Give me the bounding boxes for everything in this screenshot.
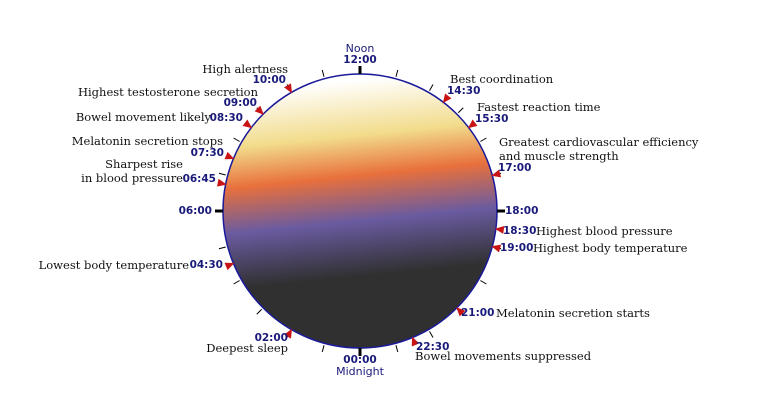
event-label-line2: and muscle strength [499, 149, 619, 163]
hour-tick [233, 137, 240, 142]
event-label: Fastest reaction time [477, 100, 601, 114]
hour-tick [233, 280, 240, 285]
hour-tick [480, 137, 487, 142]
event-marker [284, 328, 292, 339]
noon-caption: Noon [346, 42, 375, 55]
hour-tick [457, 107, 464, 114]
hour-tick [321, 345, 325, 353]
event-marker [224, 151, 235, 160]
event-label: Best coordination [450, 72, 554, 86]
event-time: 14:30 [447, 85, 480, 97]
event-marker [467, 119, 478, 129]
event-marker [456, 307, 466, 317]
hour-tick [480, 280, 487, 285]
event-marker [217, 178, 227, 187]
event-label: High alertness [202, 62, 288, 76]
event-label: Sharpest rise [105, 157, 183, 171]
event-marker [494, 225, 505, 234]
event-marker [411, 336, 420, 347]
noon-time: 12:00 [343, 54, 376, 66]
event-marker [491, 169, 502, 178]
hour-tick [395, 69, 399, 77]
hour-tick [395, 345, 399, 353]
event-time: 08:30 [210, 112, 243, 124]
event-marker [242, 119, 253, 129]
hour-tick [256, 308, 263, 315]
six-am-time: 06:00 [179, 205, 212, 217]
midnight-time: 00:00 [343, 354, 376, 366]
six-pm-time: 18:00 [505, 205, 538, 217]
event-time: 21:00 [461, 307, 494, 319]
event-label: Bowel movement likely [76, 110, 212, 124]
event-time: 07:30 [191, 147, 224, 159]
event-time: 19:00 [500, 242, 533, 254]
event-label: Melatonin secretion starts [496, 306, 650, 320]
hour-tick [218, 172, 226, 176]
clock-face [222, 73, 498, 349]
hour-tick [429, 331, 434, 338]
event-label: Bowel movements suppressed [415, 349, 592, 363]
event-markers [217, 83, 505, 347]
midnight-caption: Midnight [336, 365, 385, 378]
event-time: 06:45 [183, 173, 216, 185]
event-time: 09:00 [224, 97, 257, 109]
event-marker [284, 83, 292, 94]
hour-tick [218, 246, 226, 250]
event-label: Highest blood pressure [536, 224, 673, 238]
event-label: Greatest cardiovascular efficiency [499, 135, 699, 149]
event-label: Lowest body temperature [39, 258, 190, 272]
event-marker [254, 105, 264, 115]
event-label: Highest testosterone secretion [78, 85, 259, 99]
hour-tick [429, 84, 434, 91]
event-time: 17:00 [498, 162, 531, 174]
event-time: 22:30 [416, 341, 449, 353]
event-time: 15:30 [475, 113, 508, 125]
event-label: Highest body temperature [533, 241, 688, 255]
event-time: 02:00 [255, 332, 288, 344]
event-time: 10:00 [253, 74, 286, 86]
event-marker [224, 262, 235, 271]
event-marker [442, 93, 452, 104]
event-label-line2: in blood pressure [81, 171, 183, 185]
hour-tick [321, 69, 325, 77]
event-label: Melatonin secretion stops [72, 134, 223, 148]
event-label: Deepest sleep [206, 341, 288, 355]
event-time: 18:30 [503, 225, 536, 237]
event-marker [491, 244, 502, 253]
event-time: 04:30 [190, 259, 223, 271]
